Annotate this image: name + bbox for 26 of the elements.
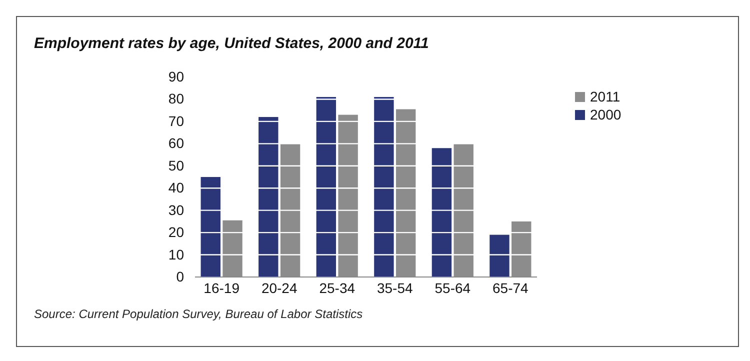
bar xyxy=(432,148,452,277)
y-tick-label: 40 xyxy=(168,180,184,196)
x-tick-label: 25-34 xyxy=(319,280,356,296)
y-tick-label: 70 xyxy=(168,112,184,129)
y-tick-label: 10 xyxy=(168,246,184,262)
y-tick-label: 60 xyxy=(168,135,184,152)
legend-label: 2000 xyxy=(590,106,622,122)
x-tick-label: 55-64 xyxy=(434,280,471,296)
bar xyxy=(374,97,394,277)
y-tick-label: 30 xyxy=(168,202,184,218)
y-tick-label: 50 xyxy=(168,157,184,174)
bar xyxy=(316,97,336,277)
y-tick-label: 90 xyxy=(168,68,184,84)
y-tick-label: 0 xyxy=(176,268,184,284)
x-tick-label: 20-24 xyxy=(261,280,298,296)
source-note: Source: Current Population Survey, Bureau of Labor Statistics xyxy=(34,307,363,321)
bar xyxy=(258,117,278,277)
chart-title: Employment rates by age, United States, 2000 and 2011 xyxy=(34,35,429,52)
bar xyxy=(200,177,220,277)
legend-label: 2011 xyxy=(590,88,620,104)
x-tick-label: 16-19 xyxy=(204,280,240,296)
x-tick-label: 35-54 xyxy=(376,280,413,296)
y-tick-label: 80 xyxy=(168,90,184,107)
bar xyxy=(490,234,510,277)
x-tick-label: 65-74 xyxy=(492,280,529,296)
y-tick-label: 20 xyxy=(168,224,184,240)
